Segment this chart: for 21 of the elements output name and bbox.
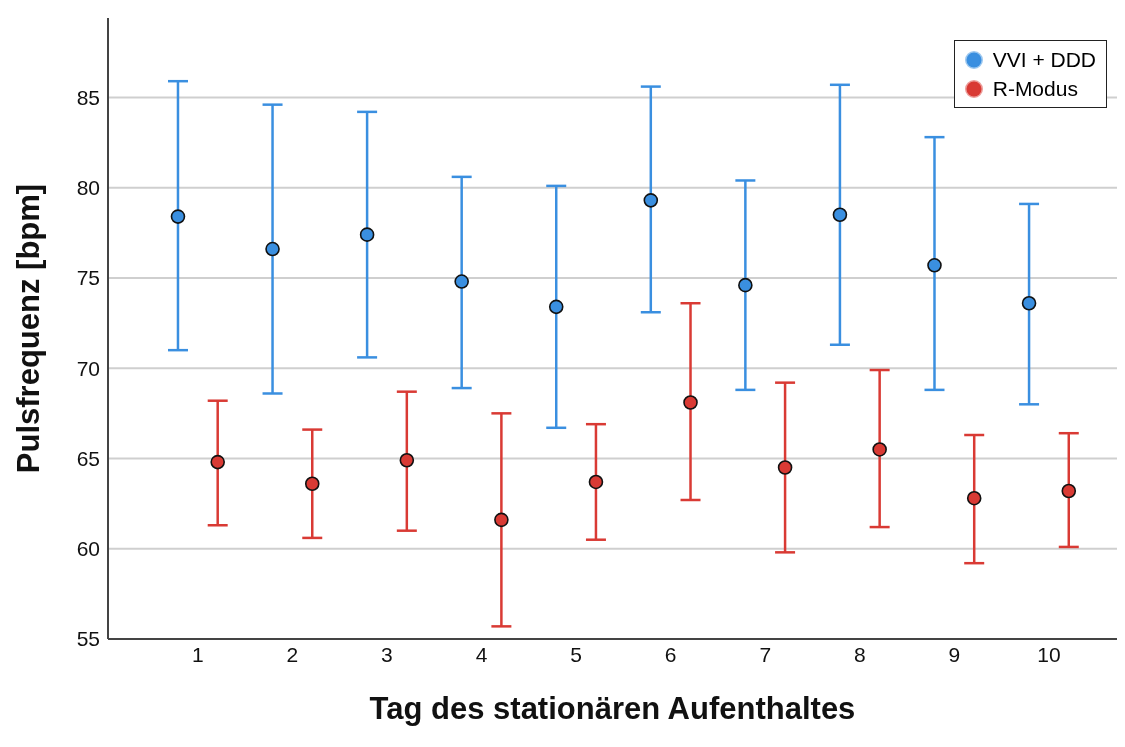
legend-label: R-Modus	[992, 76, 1078, 102]
x-tick-label: 7	[759, 642, 772, 666]
y-tick-label: 65	[76, 446, 100, 470]
x-tick-label: 1	[191, 642, 204, 666]
y-tick-label: 60	[76, 537, 100, 561]
x-tick-label: 9	[948, 642, 961, 666]
y-tick-label: 75	[76, 266, 100, 290]
y-tick-label: 70	[76, 356, 100, 380]
x-tick-label: 10	[1037, 642, 1061, 666]
x-tick-label: 2	[286, 642, 299, 666]
x-tick-label: 6	[664, 642, 677, 666]
legend-label: VVI + DDD	[992, 47, 1096, 73]
x-tick-label: 4	[475, 642, 488, 666]
y-tick-label: 55	[76, 627, 100, 651]
x-tick-label: 3	[381, 642, 393, 666]
x-tick-label: 8	[853, 642, 866, 666]
y-axis-title: Pulsfrequenz [bpm]	[11, 183, 47, 474]
x-tick-label: 5	[570, 642, 582, 666]
y-tick-label: 85	[76, 85, 100, 109]
x-axis-title: Tag des stationären Aufenthaltes	[369, 691, 856, 726]
y-tick-label: 80	[76, 176, 100, 200]
